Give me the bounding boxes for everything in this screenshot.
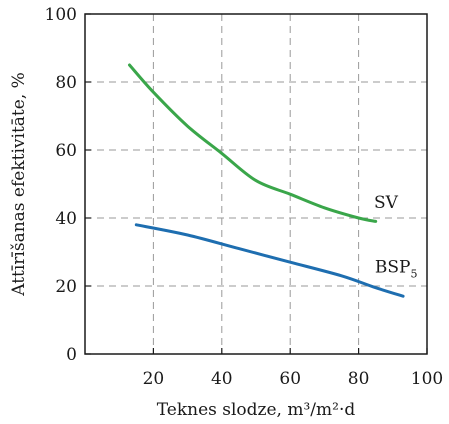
x-axis-label: Teknes slodze, m³/m²·d bbox=[157, 400, 356, 420]
series-label-bsp: BSP5 bbox=[375, 257, 418, 280]
series-label-bsp-subscript: 5 bbox=[411, 267, 418, 280]
x-tick-label: 40 bbox=[211, 369, 233, 389]
y-axis-label: Attīrīšanas efektivitāte, % bbox=[9, 72, 29, 297]
x-tick-label: 20 bbox=[143, 369, 165, 389]
series-lines bbox=[128, 63, 405, 298]
x-tick-label: 80 bbox=[348, 369, 370, 389]
series-line-bsp bbox=[134, 223, 405, 298]
y-tick-label: 100 bbox=[45, 5, 77, 25]
y-tick-label: 40 bbox=[55, 209, 77, 229]
series-label-sv: SV bbox=[374, 193, 399, 213]
series-label-bsp-main: BSP bbox=[375, 257, 411, 277]
grid-lines bbox=[85, 14, 427, 354]
y-tick-label: 0 bbox=[66, 345, 77, 365]
y-tick-label: 80 bbox=[55, 73, 77, 93]
y-tick-label: 60 bbox=[55, 141, 77, 161]
x-tick-label: 60 bbox=[279, 369, 301, 389]
series-line-sv bbox=[128, 63, 378, 223]
x-tick-label: 100 bbox=[411, 369, 443, 389]
plot-frame bbox=[84, 13, 428, 355]
y-tick-label: 20 bbox=[55, 277, 77, 297]
axis-ticks: 20 40 60 80 100 0 20 40 60 80 100 bbox=[45, 5, 444, 389]
